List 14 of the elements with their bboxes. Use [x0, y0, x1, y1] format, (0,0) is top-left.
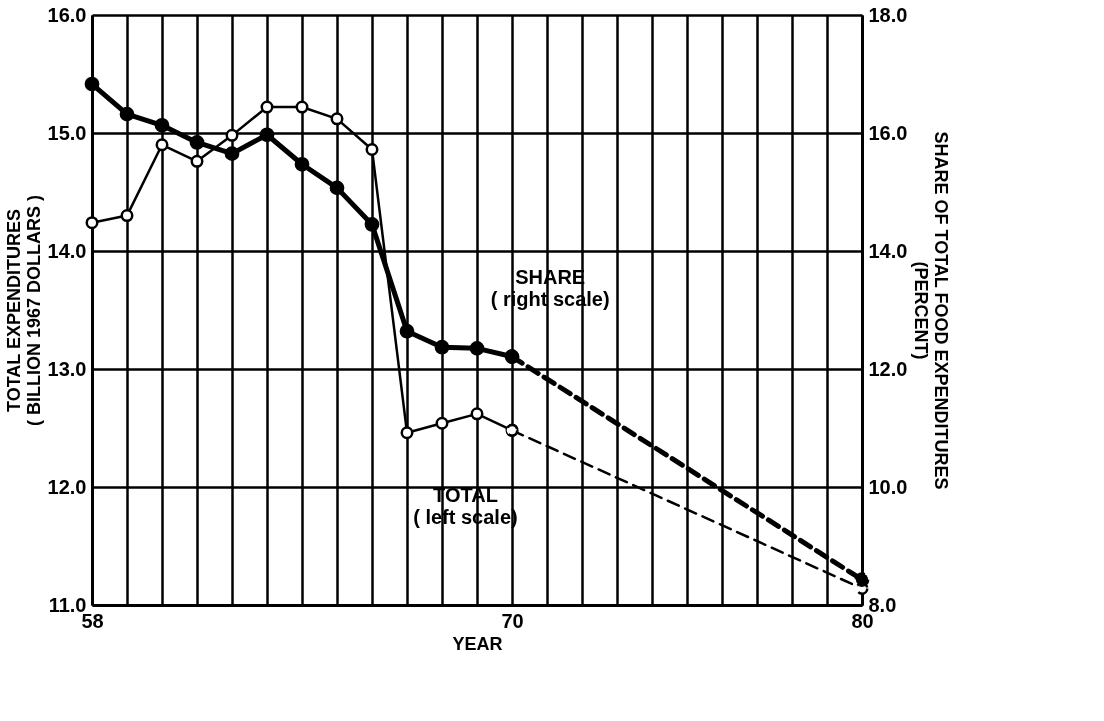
y-tick-label: 16.0 — [47, 3, 87, 26]
y-tick-label: 12.0 — [47, 475, 87, 498]
y2-tick-label: 14.0 — [868, 239, 908, 262]
y2-tick-label: 12.0 — [868, 357, 908, 380]
x-tick-label: 70 — [501, 609, 524, 632]
y2-tick-label: 18.0 — [868, 3, 908, 26]
y-axis-title: TOTAL EXPENDITURES ( BILLION 1967 DOLLARS ) — [3, 194, 44, 427]
y2-tick-label: 10.0 — [868, 475, 908, 498]
y-tick-label: 15.0 — [47, 121, 87, 144]
y-tick-label: 13.0 — [47, 357, 87, 380]
y2-axis-title: SHARE OF TOTAL FOOD EXPENDITURES (PERCENT) — [911, 131, 952, 490]
y-tick-label: 14.0 — [47, 239, 87, 262]
x-axis-title: YEAR — [452, 633, 503, 654]
y2-tick-label: 16.0 — [868, 121, 908, 144]
